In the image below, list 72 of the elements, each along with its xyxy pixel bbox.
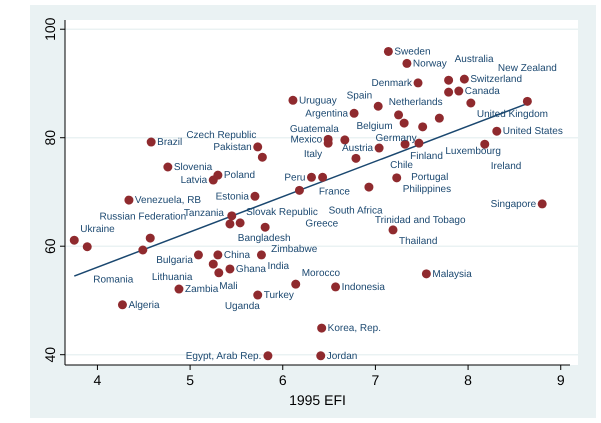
annotation: Indonesia (342, 282, 386, 293)
annotation: Germany (376, 132, 417, 144)
annotation: Brazil (157, 137, 182, 148)
annotation: Finland (410, 151, 443, 162)
annotation: Jordan (326, 350, 358, 362)
x-tick-label: 4 (94, 372, 102, 388)
annotation: Argentina (305, 108, 349, 120)
y-tick-label: 100 (42, 17, 58, 41)
annotation: Guatemala (290, 124, 340, 135)
annotation: Netherlands (388, 97, 443, 108)
annotation: Bulgaria (156, 255, 194, 266)
annotation: Zambia (184, 284, 219, 296)
annotation: Ireland (490, 161, 522, 172)
annotation: Algeria (128, 300, 160, 311)
annotation: Greece (305, 218, 339, 230)
annotation: Romania (93, 274, 134, 286)
annotation: Latvia (180, 175, 208, 186)
annotation: Denmark (371, 78, 414, 89)
annotation: Switzerland (470, 74, 522, 86)
annotation: Uruguay (298, 95, 337, 106)
annotation: India (267, 260, 290, 272)
x-tick-label: 5 (186, 372, 194, 388)
annotation: Korea, Rep. (328, 323, 382, 334)
annotation: Philippines (402, 184, 452, 195)
annotation: Chile (390, 160, 414, 172)
annotation: New Zealand (498, 62, 557, 74)
x-tick-label: 8 (464, 372, 472, 388)
annotation: Morocco (302, 268, 341, 280)
annotation: Egypt, Arab Rep. (186, 350, 262, 362)
annotation: Portugal (411, 172, 448, 184)
annotation: Ukraine (80, 224, 116, 236)
annotation: Singapore (490, 198, 537, 210)
y-tick-label: 60 (42, 238, 58, 254)
annotation: Norway (412, 58, 447, 70)
annotation: Slovak Republic (246, 206, 318, 218)
annotation: Russian Federation (99, 212, 186, 222)
annotation: Thailand (399, 236, 438, 247)
annotation: Estonia (216, 191, 250, 202)
annotation: Mali (219, 281, 238, 292)
annotation: Luxembourg (445, 146, 501, 158)
x-tick-label: 9 (556, 372, 565, 388)
annotation: China (224, 250, 250, 261)
annotation: Italy (304, 149, 322, 160)
annotation: Malaysia (432, 268, 472, 280)
y-tick-label: 40 (42, 346, 58, 362)
annotation: Belgium (356, 120, 393, 132)
annotation: Trinidad and Tobago (374, 215, 466, 226)
x-axis-title: 1995 EFI (289, 392, 346, 408)
annotation: Venezuela, RB (134, 195, 202, 206)
annotation: United States (502, 126, 563, 138)
annotation: Spain (346, 90, 372, 102)
x-tick-label: 7 (372, 372, 380, 388)
annotation: Uganda (224, 300, 260, 312)
annotation: Peru (284, 172, 306, 184)
annotation: Slovenia (174, 162, 213, 174)
annotation: Canada (464, 86, 500, 98)
annotation: Mexico (290, 134, 323, 146)
annotation: Lithuania (152, 272, 193, 283)
annotation: Turkey (264, 290, 294, 302)
annotation: Austria (342, 143, 374, 154)
annotation: Pakistan (213, 142, 252, 153)
x-tick-label: 6 (278, 372, 287, 388)
annotation: Bangladesh (238, 232, 291, 244)
annotation: Czech Republic (186, 130, 256, 142)
annotation: Sweden (394, 46, 431, 58)
annotation: France (318, 186, 350, 198)
annotation: Poland (224, 170, 256, 182)
annotation: Ghana (236, 264, 266, 275)
annotation: Zimbabwe (271, 244, 318, 256)
annotation: South Africa (328, 205, 383, 216)
annotation: Australia (454, 54, 494, 66)
y-tick-label: 80 (42, 130, 58, 146)
